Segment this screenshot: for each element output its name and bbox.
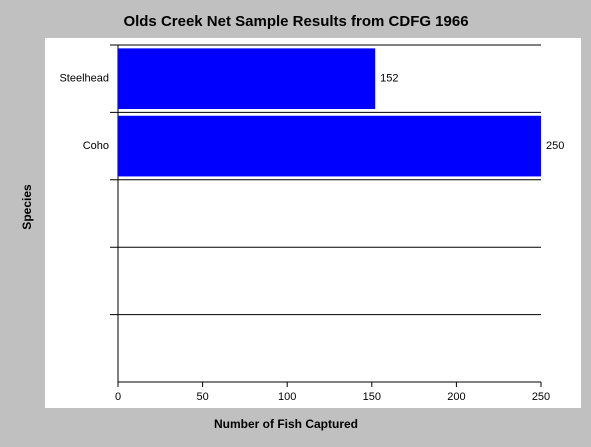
x-axis-title: Number of Fish Captured [214, 417, 358, 431]
bar [118, 48, 376, 110]
y-tick-label: Coho [83, 140, 109, 152]
x-tick-label: 50 [196, 391, 208, 403]
x-tick-label: 250 [532, 391, 550, 403]
x-tick-label: 200 [447, 391, 465, 403]
chart-title: Olds Creek Net Sample Results from CDFG … [123, 13, 468, 30]
x-tick-label: 100 [278, 391, 296, 403]
x-tick-label: 0 [115, 391, 121, 403]
bar [118, 115, 541, 177]
x-tick-label: 150 [363, 391, 381, 403]
value-label: 152 [380, 73, 398, 85]
value-label: 250 [546, 140, 564, 152]
y-axis-title: Species [20, 184, 34, 230]
y-tick-label: Steelhead [59, 73, 109, 85]
